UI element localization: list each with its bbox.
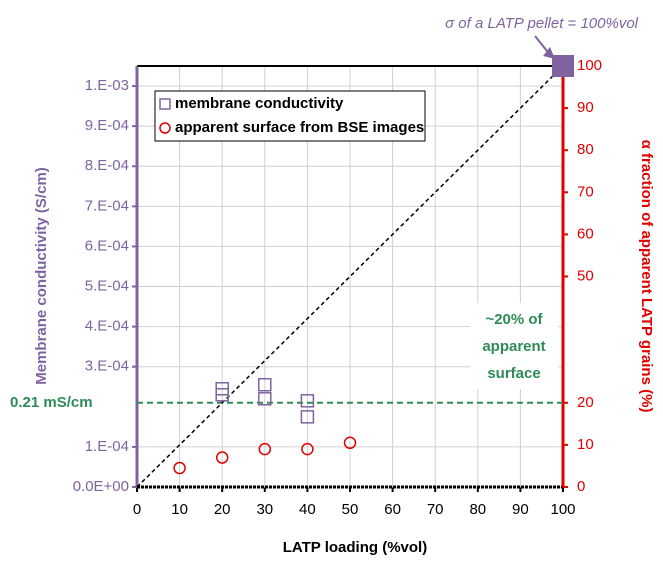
y-tick-label: 1.E-04 bbox=[85, 438, 129, 455]
y2-tick-label: 50 bbox=[577, 267, 594, 284]
y2-tick-label: 80 bbox=[577, 141, 594, 158]
y-tick-label: 5.E-04 bbox=[85, 277, 129, 294]
y2-tick-label: 70 bbox=[577, 183, 594, 200]
x-tick-label: 80 bbox=[469, 501, 486, 518]
x-axis-title: LATP loading (%vol) bbox=[283, 539, 427, 556]
y-tick-label: 0.0E+00 bbox=[73, 478, 129, 495]
data-point bbox=[301, 442, 314, 456]
legend-marker bbox=[159, 98, 171, 110]
data-point bbox=[258, 392, 272, 406]
x-tick-label: 0 bbox=[133, 501, 141, 518]
x-tick-label: 100 bbox=[550, 501, 575, 518]
reference-label: 0.21 mS/cm bbox=[10, 394, 93, 411]
y2-tick-label: 90 bbox=[577, 99, 594, 116]
x-tick-label: 70 bbox=[427, 501, 444, 518]
legend-box bbox=[154, 90, 426, 142]
y2-tick-label: 0 bbox=[577, 478, 585, 495]
diagonal-line bbox=[136, 65, 564, 488]
data-point bbox=[258, 442, 272, 456]
y-tick-label: 6.E-04 bbox=[85, 237, 129, 254]
pellet-marker bbox=[552, 55, 574, 77]
y-axis-title: Membrane conductivity (S/cm) bbox=[33, 167, 50, 385]
x-tick-label: 10 bbox=[171, 501, 188, 518]
x-tick-label: 90 bbox=[512, 501, 529, 518]
legend-label: membrane conductivity bbox=[175, 95, 344, 112]
note-text: ~20% of bbox=[485, 311, 543, 328]
y2-tick-label: 60 bbox=[577, 225, 594, 242]
y-tick-label: 8.E-04 bbox=[85, 157, 129, 174]
data-point bbox=[300, 410, 315, 424]
x-tick-label: 30 bbox=[256, 501, 273, 518]
note-background bbox=[470, 303, 558, 389]
x-tick-label: 20 bbox=[214, 501, 231, 518]
x-tick-label: 50 bbox=[342, 501, 359, 518]
y-tick-label: 7.E-04 bbox=[85, 197, 129, 214]
y-tick-label: 3.E-04 bbox=[85, 358, 129, 375]
legend-label: apparent surface from BSE images bbox=[175, 119, 424, 136]
y-tick-label: 4.E-04 bbox=[85, 318, 129, 335]
pellet-label: σ of a LATP pellet = 100%vol bbox=[445, 15, 639, 32]
y2-tick-label: 100 bbox=[577, 57, 602, 74]
x-tick-label: 60 bbox=[384, 501, 401, 518]
y-tick-label: 9.E-04 bbox=[85, 117, 129, 134]
pellet-arrowhead bbox=[543, 47, 555, 59]
y2-axis-title: α fraction of apparent LATP grains (%) bbox=[638, 140, 655, 413]
data-point bbox=[343, 436, 357, 450]
legend-marker bbox=[159, 122, 171, 134]
y2-tick-label: 10 bbox=[577, 436, 594, 453]
data-point bbox=[173, 461, 186, 475]
note-text: surface bbox=[487, 365, 540, 382]
x-tick-label: 40 bbox=[299, 501, 316, 518]
note-text: apparent bbox=[482, 338, 545, 355]
y2-tick-label: 20 bbox=[577, 394, 594, 411]
y-tick-label: 1.E-03 bbox=[85, 77, 129, 94]
data-point bbox=[215, 388, 229, 402]
data-point bbox=[215, 451, 229, 464]
data-point bbox=[258, 378, 272, 392]
data-point bbox=[300, 394, 315, 408]
